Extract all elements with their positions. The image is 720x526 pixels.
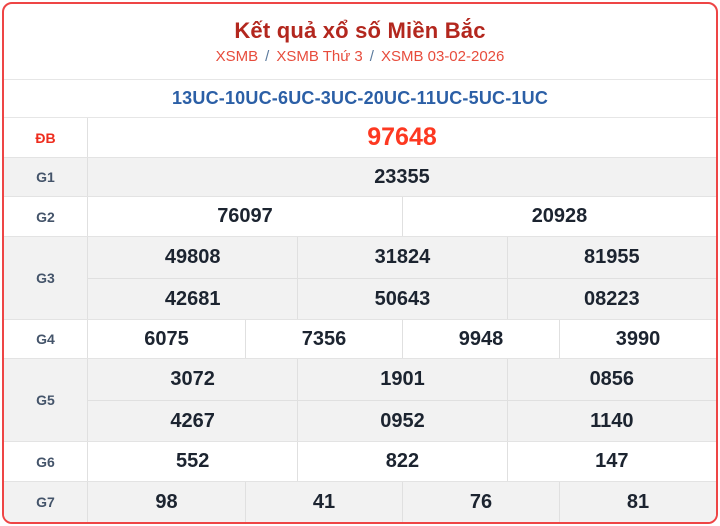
prize-value-g6: 147 <box>506 442 716 481</box>
prize-value-g5: 1901 <box>297 359 506 400</box>
table-row-g7: G7 98 41 76 81 <box>4 482 716 522</box>
prize-value-g5: 0952 <box>297 400 507 441</box>
card-header: Kết quả xổ số Miền Bắc XSMB / XSMB Thứ 3… <box>4 4 716 80</box>
prize-value-g1: 23355 <box>374 165 430 188</box>
prize-value-g5: 0856 <box>506 359 716 400</box>
results-table: ĐB 97648 G1 23355 G2 76097 20928 G3 4980… <box>4 118 716 522</box>
prize-value-g4: 6075 <box>144 327 189 350</box>
prize-value-g7: 81 <box>559 482 716 522</box>
row-label-g2: G2 <box>4 197 88 236</box>
breadcrumb-link-weekday[interactable]: XSMB Thứ 3 <box>276 47 363 65</box>
table-row-g3: G3 49808 31824 81955 42681 50643 08223 <box>4 237 716 320</box>
table-row-g1: G1 23355 <box>4 158 716 197</box>
row-label-g6: G6 <box>4 442 88 481</box>
breadcrumb-link-xsmb[interactable]: XSMB <box>215 47 259 65</box>
table-row-g2: G2 76097 20928 <box>4 197 716 237</box>
table-row-g4: G4 6075 7356 9948 3990 <box>4 320 716 359</box>
prize-value-g4: 7356 <box>245 320 402 358</box>
breadcrumb-separator: / <box>265 47 270 65</box>
prize-value-g6: 822 <box>297 442 506 481</box>
prize-value-g2: 76097 <box>217 205 273 227</box>
page-title: Kết quả xổ số Miền Bắc <box>234 17 486 43</box>
prize-value-g3: 49808 <box>164 246 221 268</box>
prize-value-g3: 42681 <box>88 278 298 319</box>
prize-value-g2: 20928 <box>402 197 716 236</box>
prize-value-db: 97648 <box>367 123 437 151</box>
breadcrumb-link-date[interactable]: XSMB 03-02-2026 <box>380 47 505 65</box>
prize-value-g6: 552 <box>175 450 210 472</box>
row-label-db: ĐB <box>4 118 88 157</box>
lottery-code: 13UC-10UC-6UC-3UC-20UC-11UC-5UC-1UC <box>171 87 549 108</box>
prize-value-g5: 1140 <box>506 400 716 441</box>
prize-value-g3: 50643 <box>297 278 507 319</box>
row-label-g4: G4 <box>4 320 88 358</box>
prize-value-g3: 31824 <box>297 237 506 278</box>
prize-value-g7: 41 <box>245 482 402 522</box>
prize-value-g5: 3072 <box>170 368 215 390</box>
lottery-code-row: 13UC-10UC-6UC-3UC-20UC-11UC-5UC-1UC <box>4 80 716 118</box>
prize-value-g7: 76 <box>402 482 559 522</box>
table-row-db: ĐB 97648 <box>4 118 716 158</box>
row-label-g7: G7 <box>4 482 88 522</box>
table-row-g5: G5 3072 1901 0856 4267 0952 1140 <box>4 359 716 442</box>
prize-value-g5: 4267 <box>88 400 298 441</box>
prize-value-g3: 08223 <box>506 278 716 319</box>
breadcrumb-separator: / <box>369 47 374 65</box>
prize-value-g4: 3990 <box>559 320 716 358</box>
table-row-g6: G6 552 822 147 <box>4 442 716 482</box>
prize-value-g4: 9948 <box>402 320 559 358</box>
prize-value-g3: 81955 <box>506 237 716 278</box>
prize-value-g7: 98 <box>155 490 178 513</box>
row-label-g3: G3 <box>4 237 88 319</box>
row-label-g1: G1 <box>4 158 88 196</box>
row-label-g5: G5 <box>4 359 88 441</box>
breadcrumb: XSMB / XSMB Thứ 3 / XSMB 03-02-2026 <box>216 48 505 65</box>
